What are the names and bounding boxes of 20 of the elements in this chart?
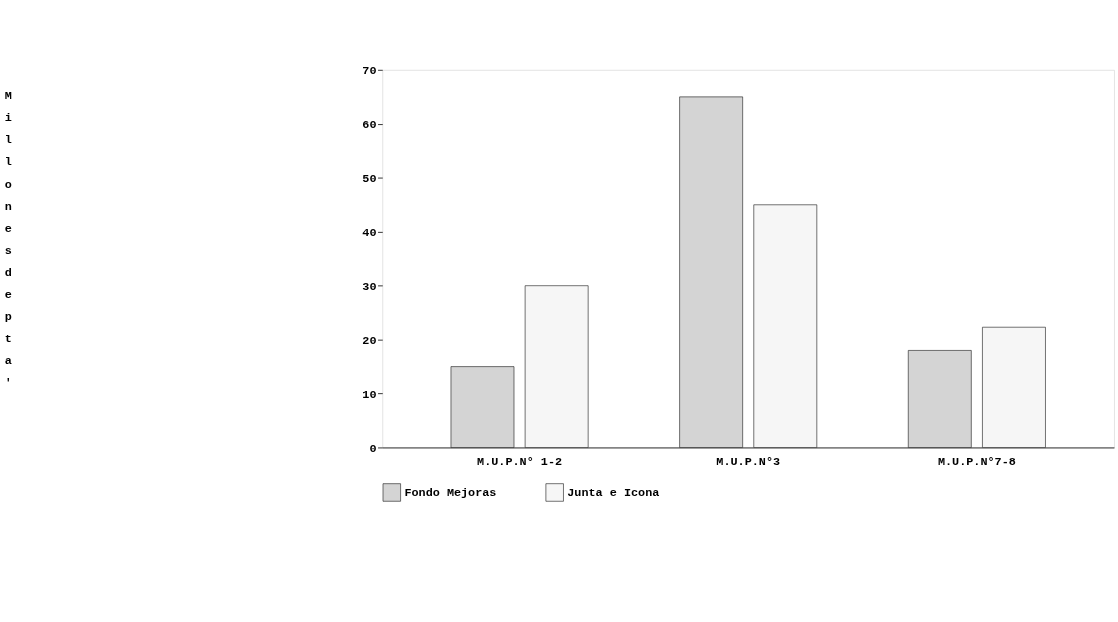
y-tick-label: 0 (369, 441, 377, 456)
legend-label: Fondo Mejoras (404, 486, 497, 501)
y-tick-label: 40 (362, 226, 377, 241)
x-tick-label: M.U.P.N°3 (716, 455, 781, 470)
x-tick-label: M.U.P.N° 1-2 (477, 455, 563, 470)
y-tick-label: 50 (362, 172, 377, 187)
y-tick-label: 20 (362, 333, 377, 348)
legend-label: Junta e Icona (567, 486, 660, 501)
y-tick-label: 60 (362, 118, 377, 133)
y-tick-label: 10 (362, 387, 377, 402)
bar (679, 96, 743, 448)
y-tick-label: 70 (362, 64, 377, 79)
bar (450, 366, 515, 448)
bar (907, 350, 972, 448)
bar (753, 204, 818, 448)
bar (524, 285, 589, 448)
bar (982, 326, 1046, 448)
x-tick-label: M.U.P.N°7-8 (937, 455, 1016, 470)
text: Millones de pta' (4, 89, 12, 390)
y-tick-label: 30 (362, 280, 377, 295)
